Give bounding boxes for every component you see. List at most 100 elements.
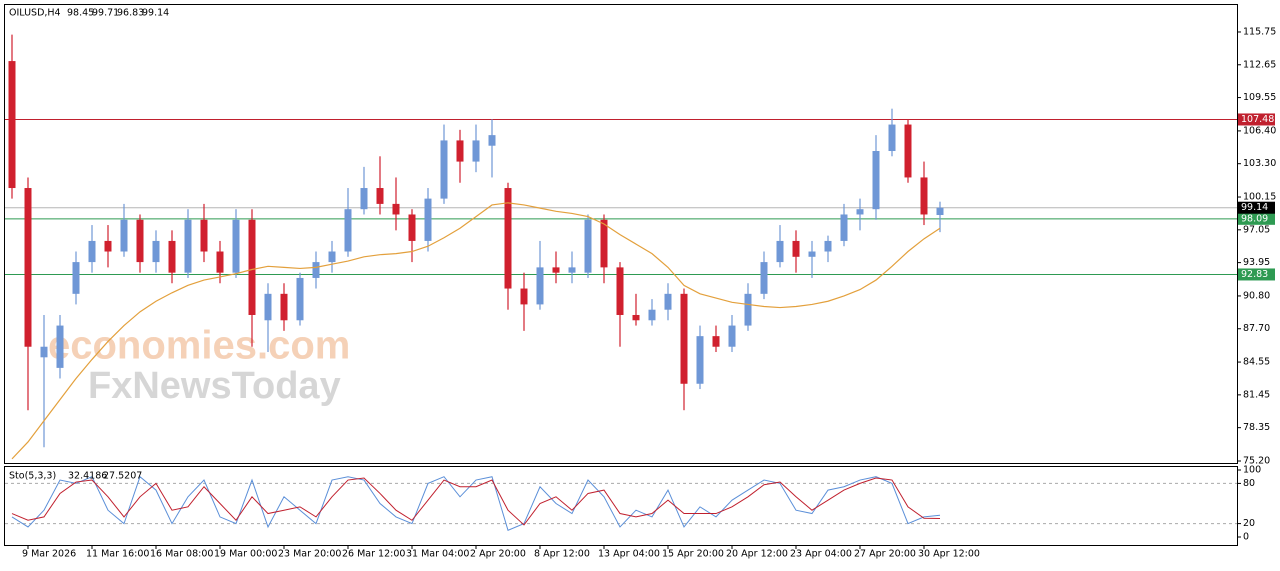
- candle-body: [248, 219, 256, 315]
- candle-body: [520, 288, 528, 305]
- sto-d-value: 27.5207: [103, 471, 142, 482]
- x-tick-label: 15 Apr 20:00: [662, 549, 724, 560]
- x-tick-label: 27 Apr 20:00: [854, 549, 916, 560]
- candle-body: [24, 188, 32, 347]
- level-label-box: [1238, 268, 1275, 281]
- y-tick-label: 100.15: [1243, 192, 1276, 203]
- sto-d-line: [11, 477, 941, 526]
- sto-label: Sto(5,3,3): [9, 471, 56, 482]
- x-tick-label: 30 Apr 12:00: [918, 549, 980, 560]
- y-tick-label: 115.75: [1243, 26, 1276, 37]
- candle-body: [824, 240, 832, 252]
- x-tick-label: 8 Apr 12:00: [534, 549, 590, 560]
- level-label: 92.83: [1241, 269, 1268, 280]
- candle-body: [120, 219, 128, 252]
- candle-body: [920, 177, 928, 215]
- candle-body: [344, 209, 352, 252]
- candle-body: [40, 346, 48, 358]
- candle-body: [488, 135, 496, 146]
- candle-body: [744, 293, 752, 326]
- sto-y-tick-label: 0: [1243, 532, 1249, 543]
- sto-y-tick-label: 20: [1243, 518, 1255, 529]
- header-low: 96.83: [117, 8, 144, 19]
- candle-body: [872, 151, 880, 210]
- candle-body: [632, 314, 640, 321]
- moving-average: [11, 202, 941, 460]
- candle-body: [392, 203, 400, 215]
- candle-body: [424, 198, 432, 241]
- candle-body: [696, 336, 704, 384]
- candle-body: [72, 262, 80, 294]
- candle-body: [856, 209, 864, 215]
- candle-body: [936, 207, 944, 216]
- y-tick-label: 112.65: [1243, 59, 1276, 70]
- candle-body: [312, 262, 320, 278]
- x-tick-label: 20 Apr 12:00: [726, 549, 788, 560]
- y-tick-label: 109.55: [1243, 92, 1276, 103]
- candle-body: [760, 262, 768, 294]
- sto-y-tick-label: 80: [1243, 478, 1255, 489]
- candle-body: [664, 293, 672, 310]
- candle-body: [200, 219, 208, 252]
- candle-body: [232, 219, 240, 273]
- candle-body: [168, 240, 176, 273]
- candle-body: [504, 188, 512, 289]
- candle-body: [808, 251, 816, 257]
- y-tick-label: 93.95: [1243, 257, 1270, 268]
- candle-body: [456, 140, 464, 162]
- y-tick-label: 97.05: [1243, 224, 1270, 235]
- candle-body: [680, 293, 688, 384]
- candle-body: [584, 219, 592, 273]
- x-tick-label: 23 Apr 04:00: [790, 549, 852, 560]
- y-tick-label: 81.45: [1243, 389, 1270, 400]
- x-tick-label: 9 Mar 2026: [22, 549, 76, 560]
- sto-k-value: 32.4186: [68, 471, 107, 482]
- current-price-label: 99.14: [1241, 202, 1268, 213]
- candle-body: [792, 240, 800, 257]
- x-tick-label: 23 Mar 20:00: [278, 549, 341, 560]
- candle-body: [568, 267, 576, 273]
- candle-body: [264, 293, 272, 321]
- y-tick-label: 87.70: [1243, 323, 1270, 334]
- sto-y-tick-label: 100: [1243, 465, 1261, 476]
- candle-body: [776, 240, 784, 263]
- main-panel: [4, 4, 1238, 464]
- candle-body: [616, 267, 624, 315]
- candle-body: [8, 61, 16, 189]
- current-price-box: [1238, 201, 1275, 214]
- candle-body: [280, 293, 288, 321]
- header-close: 99.14: [142, 8, 169, 19]
- watermark: FxNewsToday: [88, 365, 341, 407]
- y-tick-label: 78.35: [1243, 422, 1270, 433]
- x-tick-label: 13 Apr 04:00: [598, 549, 660, 560]
- candle-body: [104, 240, 112, 252]
- candle-body: [440, 140, 448, 199]
- level-label: 107.48: [1241, 114, 1274, 125]
- header-high: 99.71: [92, 8, 119, 19]
- level-label-box: [1238, 212, 1275, 225]
- candle-body: [184, 219, 192, 273]
- candle-body: [600, 219, 608, 268]
- watermark: economies.com: [48, 324, 350, 368]
- y-tick-label: 106.40: [1243, 125, 1276, 136]
- x-tick-label: 2 Apr 20:00: [470, 549, 526, 560]
- candle-body: [904, 124, 912, 178]
- y-tick-label: 103.30: [1243, 158, 1276, 169]
- candle-body: [888, 124, 896, 152]
- level-label: 98.09: [1241, 213, 1268, 224]
- x-tick-label: 26 Mar 12:00: [342, 549, 405, 560]
- candle-body: [88, 240, 96, 263]
- header-open: 98.45: [67, 8, 94, 19]
- candle-body: [728, 325, 736, 347]
- indicator-panel: [4, 466, 1238, 546]
- candle-body: [840, 214, 848, 241]
- candle-body: [56, 325, 64, 368]
- candle-body: [152, 240, 160, 263]
- y-tick-label: 75.20: [1243, 455, 1270, 466]
- x-tick-label: 31 Mar 04:00: [406, 549, 469, 560]
- candle-body: [552, 267, 560, 273]
- candle-body: [472, 140, 480, 162]
- candle-body: [328, 251, 336, 263]
